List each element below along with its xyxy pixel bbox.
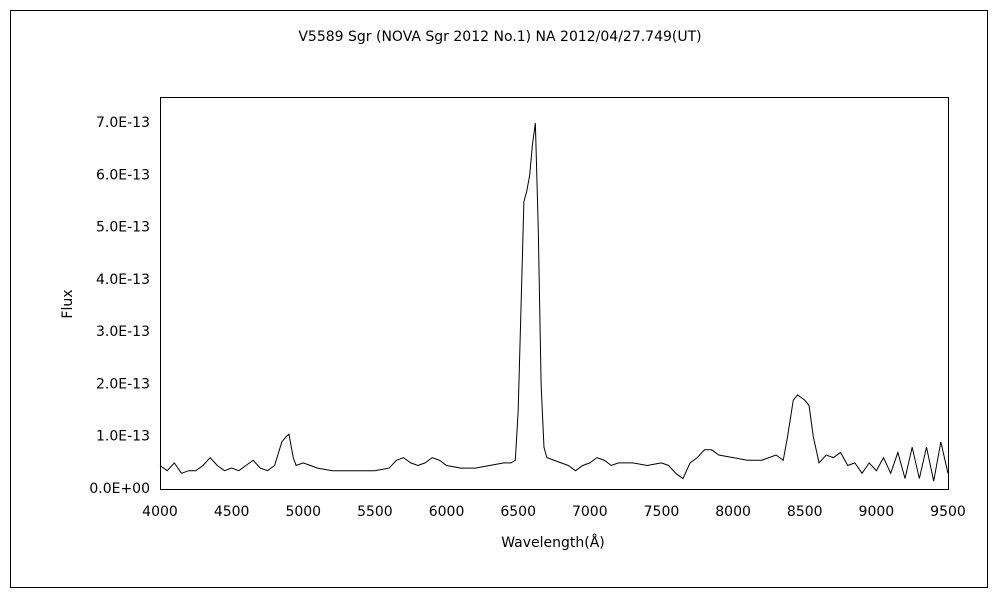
x-tick-label: 5500 (357, 504, 393, 520)
y-tick-label: 0.0E+00 (89, 481, 150, 497)
x-tick-label: 7000 (572, 504, 608, 520)
y-tick-label: 1.0E-13 (96, 429, 150, 445)
x-tick-label: 8000 (715, 504, 751, 520)
x-axis-label: Wavelength(Å) (501, 534, 605, 551)
y-tick-label: 5.0E-13 (96, 220, 150, 236)
y-tick-label: 4.0E-13 (96, 272, 150, 288)
x-tick-label: 6000 (429, 504, 465, 520)
y-tick-label: 2.0E-13 (96, 376, 150, 392)
plot-area (160, 97, 949, 490)
x-tick-label: 8500 (787, 504, 823, 520)
x-tick-label: 4500 (214, 504, 250, 520)
frame (10, 10, 988, 588)
x-tick-label: 9500 (930, 504, 966, 520)
y-tick-label: 7.0E-13 (96, 115, 150, 131)
x-tick-label: 6500 (500, 504, 536, 520)
y-axis-label: Flux (60, 289, 76, 318)
x-tick-label: 4000 (142, 504, 178, 520)
y-tick-label: 6.0E-13 (96, 167, 150, 183)
y-tick-label: 3.0E-13 (96, 324, 150, 340)
x-tick-label: 5000 (285, 504, 321, 520)
x-tick-label: 7500 (644, 504, 680, 520)
x-tick-label: 9000 (859, 504, 895, 520)
spectrum-line (159, 123, 949, 482)
chart-title: V5589 Sgr (NOVA Sgr 2012 No.1) NA 2012/0… (298, 29, 701, 45)
